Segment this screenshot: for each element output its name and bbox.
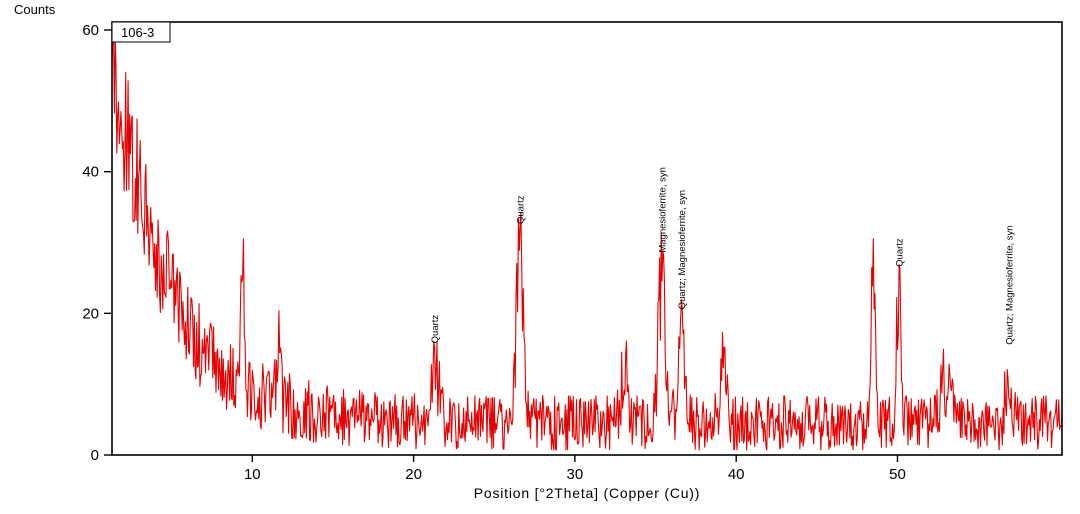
y-tick-label: 40: [82, 164, 99, 181]
peak-annotation: Quartz; Magnesioferrite, syn: [1004, 225, 1015, 344]
x-tick-label: 40: [728, 466, 745, 483]
peak-annotation: Quartz; Magnesioferrite, syn: [677, 190, 688, 309]
x-tick-label: 50: [889, 466, 906, 483]
peak-annotation: Quartz: [430, 315, 441, 344]
x-tick-label: 10: [244, 466, 261, 483]
x-tick-label: 30: [567, 466, 584, 483]
y-axis-title: Counts: [14, 2, 56, 17]
y-tick-label: 20: [82, 305, 99, 322]
x-tick-label: 20: [405, 466, 422, 483]
sample-label-box: [111, 21, 171, 43]
y-tick-label: 60: [82, 22, 99, 39]
plot-border: [111, 21, 1063, 456]
diffraction-trace: [112, 36, 1062, 451]
peak-annotation: Quartz: [516, 195, 527, 224]
sample-label: 106-3: [121, 25, 154, 40]
chart-generated-layer: 0 20 40 60 10 20 30 40 50 Quartz Quartz Magnesiofer…: [82, 22, 1062, 483]
x-axis-title: Position [°2Theta] (Copper (Cu)): [474, 485, 701, 501]
peak-annotation: Magnesioferrite, syn: [658, 167, 669, 253]
peak-annotation: Quartz: [895, 238, 906, 267]
y-tick-label: 0: [91, 447, 99, 464]
